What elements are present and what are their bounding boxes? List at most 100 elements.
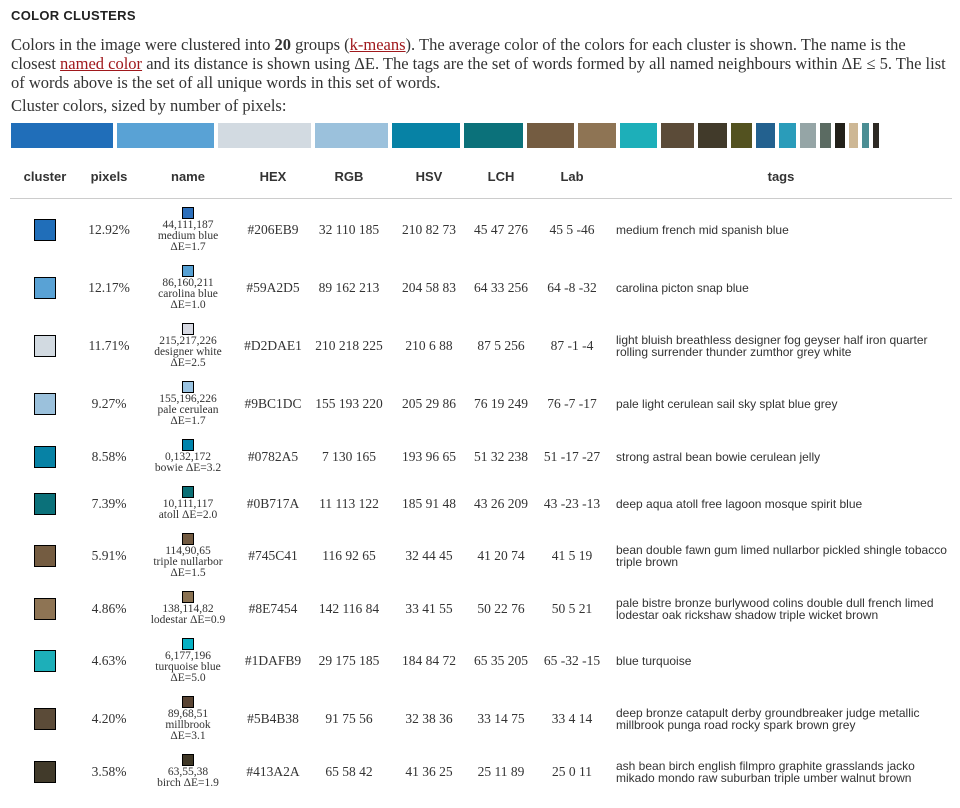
hex-cell: #206EB9: [247, 222, 299, 237]
lch-cell: 33 14 75: [477, 711, 525, 726]
name-cell: 89,68,51 millbrook ΔE=3.1: [138, 690, 238, 748]
intro-paragraph: Colors in the image were clustered into …: [11, 35, 949, 92]
cluster-strip-swatch: [526, 123, 574, 148]
cluster-strip-swatch: [577, 123, 617, 148]
cluster-cell: [10, 748, 80, 795]
rgb-cell: 65 58 42: [325, 763, 373, 779]
named-rgb: 89,68,51: [167, 708, 209, 720]
lab-cell: 76 -7 -17: [547, 396, 597, 411]
cluster-cell: [10, 585, 80, 632]
lch-cell: 43 26 209: [474, 495, 528, 511]
cluster-strip-swatch: [834, 123, 845, 148]
delta-e: ΔE=5.0: [170, 672, 206, 684]
cluster-strip-swatch: [698, 123, 727, 148]
named-rgb: 215,217,226: [159, 335, 217, 347]
name-cell: 86,160,211 carolina blue ΔE=1.0: [138, 259, 238, 317]
cluster-swatch: [34, 335, 56, 357]
name-cell: 63,55,38 birch ΔE=1.9: [138, 748, 238, 795]
rgb-cell: 116 92 65: [322, 548, 376, 563]
hex-cell: #9BC1DC: [244, 396, 302, 411]
lab-cell: 50 5 21: [551, 600, 593, 616]
hex-cell: #D2DAE1: [244, 338, 302, 353]
named-rgb: 86,160,211: [162, 277, 214, 289]
tags-cell: deep aqua atoll free lagoon mosque spiri…: [616, 496, 863, 511]
cluster-strip-swatch: [660, 123, 695, 148]
hsv-cell: 32 44 45: [405, 548, 453, 563]
section-title: COLOR CLUSTERS: [11, 8, 136, 23]
named-color-swatch: [182, 323, 194, 335]
name-cell: 10,111,117 atoll ΔE=2.0: [138, 480, 238, 527]
hex-cell: #0782A5: [247, 448, 299, 464]
hsv-cell: 210 6 88: [405, 338, 453, 353]
tags-cell: pale bistre bronze burlywood colins doub…: [616, 595, 934, 622]
pixels-cell: 12.17%: [88, 280, 130, 295]
k-means-link[interactable]: k-means: [349, 35, 406, 54]
cluster-strip-swatch: [217, 123, 311, 148]
named-color-name: medium blue: [157, 230, 219, 242]
named-color-swatch: [182, 265, 194, 277]
named-color-link[interactable]: named color: [60, 54, 143, 73]
column-header-tags: tags: [610, 162, 952, 199]
name-cell: 155,196,226 pale cerulean ΔE=1.7: [138, 375, 238, 433]
named-color-name: carolina blue: [158, 288, 218, 300]
rgb-cell: 142 116 84: [318, 600, 380, 616]
tags-cell: medium french mid spanish blue: [616, 223, 789, 237]
lab-cell: 41 5 19: [551, 548, 593, 563]
cluster-swatch: [34, 597, 56, 620]
cluster-strip-swatch: [848, 123, 859, 148]
cluster-swatch: [34, 492, 56, 515]
cluster-cell: [10, 433, 80, 480]
cluster-swatch: [34, 545, 56, 567]
column-header-lch: LCH: [468, 162, 534, 199]
named-color-swatch: [182, 439, 194, 451]
cluster-strip-swatch: [800, 123, 817, 148]
rgb-cell: 11 113 122: [319, 495, 379, 511]
named-rgb: 63,55,38: [167, 766, 209, 778]
pixels-cell: 11.71%: [88, 338, 130, 353]
lab-cell: 87 -1 -4: [550, 338, 594, 353]
hsv-cell: 193 96 65: [402, 448, 456, 464]
named-rgb: 0,132,172: [165, 451, 211, 463]
table-row: 8.58% 0,132,172 bowie ΔE=3.2 #0782A5 7 130 1…: [10, 433, 952, 480]
lab-cell: 45 5 -46: [549, 222, 595, 237]
table-row: 12.17% 86,160,211 carolina blue ΔE=1.0 #59A2…: [10, 259, 952, 317]
column-header-rgb: RGB: [308, 162, 390, 199]
named-color-swatch: [182, 591, 194, 603]
pixels-cell: 4.63%: [91, 653, 127, 668]
named-color-swatch: [182, 638, 194, 650]
named-rgb: 44,111,187: [162, 219, 214, 231]
lch-cell: 51 32 238: [474, 448, 528, 464]
name-cell: 138,114,82 lodestar ΔE=0.9: [138, 585, 238, 632]
named-rgb: 114,90,65: [165, 545, 211, 557]
named-rgb: 6,177,196: [165, 650, 211, 662]
tags-cell: carolina picton snap blue: [616, 281, 749, 295]
named-color-swatch: [182, 696, 194, 708]
hex-cell: #1DAFB9: [244, 653, 302, 668]
lch-cell: 87 5 256: [477, 338, 525, 353]
hsv-cell: 210 82 73: [402, 222, 456, 237]
column-header-cluster: cluster: [10, 162, 80, 199]
cluster-cell: [10, 690, 80, 748]
cluster-swatch: [34, 219, 56, 241]
named-color-name: triple nullarbor: [153, 556, 223, 568]
named-color-name: pale cerulean: [157, 404, 219, 416]
hex-cell: #413A2A: [246, 763, 300, 779]
named-color-name: millbrook: [165, 719, 211, 731]
delta-e: ΔE=1.0: [170, 299, 206, 311]
intro-text: groups (: [290, 35, 350, 54]
pixels-cell: 3.58%: [91, 763, 127, 779]
hsv-cell: 41 36 25: [405, 763, 453, 779]
table-row: 4.63% 6,177,196 turquoise blue ΔE=5.0 #1DAFB…: [10, 632, 952, 690]
named-color-name: birch ΔE=1.9: [157, 777, 219, 789]
hsv-cell: 205 29 86: [402, 396, 456, 411]
pixels-cell: 4.20%: [91, 711, 127, 726]
cluster-strip-swatch: [730, 123, 752, 148]
cluster-cell: [10, 527, 80, 585]
cluster-cell: [10, 632, 80, 690]
lch-cell: 65 35 205: [474, 653, 528, 668]
rgb-cell: 91 75 56: [325, 711, 373, 726]
hex-cell: #0B717A: [246, 495, 300, 511]
named-rgb: 10,111,117: [162, 498, 214, 510]
lab-cell: 65 -32 -15: [543, 653, 601, 668]
